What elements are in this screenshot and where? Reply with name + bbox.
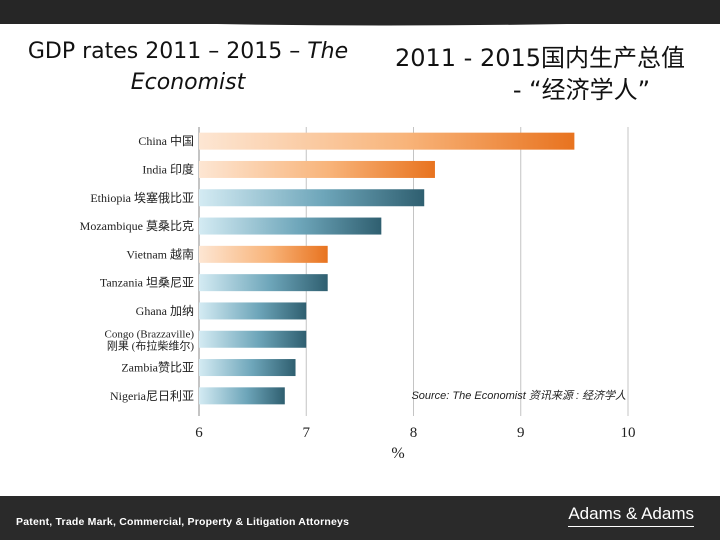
bar bbox=[199, 132, 575, 150]
category-label: Congo (Brazzaville) bbox=[105, 328, 195, 340]
bar bbox=[199, 160, 435, 178]
category-label: Mozambique 莫桑比克 bbox=[80, 219, 194, 233]
gdp-bar-chart: China 中国 India 印度 Ethiopia 埃塞俄比亚 Mozambique… bbox=[80, 127, 636, 462]
category-label: Ghana 加纳 bbox=[136, 304, 194, 318]
bar bbox=[199, 330, 307, 348]
x-tick-label: 10 bbox=[621, 425, 636, 441]
bar bbox=[199, 274, 328, 292]
title-chinese: 2011 - 2015国内生产总值 - “经济学人” bbox=[394, 44, 686, 104]
x-axis-label: % bbox=[391, 445, 404, 462]
bar bbox=[199, 217, 382, 235]
category-label: Nigeria尼日利亚 bbox=[110, 389, 194, 403]
bar bbox=[199, 359, 296, 377]
category-label: India 印度 bbox=[142, 161, 194, 176]
category-label: China 中国 bbox=[138, 133, 194, 148]
footer-tagline: Patent, Trade Mark, Commercial, Property… bbox=[16, 516, 350, 528]
footer-bar: Patent, Trade Mark, Commercial, Property… bbox=[0, 496, 720, 540]
x-tick-label: 6 bbox=[195, 425, 203, 441]
category-label: Vietnam 越南 bbox=[126, 246, 194, 261]
category-label: 刚果 (布拉柴维尔) bbox=[107, 338, 194, 352]
x-tick-label: 9 bbox=[517, 425, 525, 441]
x-tick-label: 7 bbox=[303, 425, 311, 441]
category-label: Ethiopia 埃塞俄比亚 bbox=[90, 190, 194, 205]
source-note: Source: The Economist 资讯来源 : 经济学人 bbox=[411, 389, 626, 402]
title-english: GDP rates 2011 – 2015 – The Economist bbox=[27, 39, 349, 95]
bar bbox=[199, 387, 285, 405]
bar bbox=[199, 245, 328, 263]
bar bbox=[199, 189, 425, 207]
bar bbox=[199, 302, 307, 320]
x-tick-label: 8 bbox=[410, 425, 418, 441]
top-banner-wave bbox=[0, 14, 720, 26]
company-logo: Adams & Adams bbox=[568, 504, 694, 527]
category-label: Zambia赞比亚 bbox=[121, 361, 194, 375]
category-label: Tanzania 坦桑尼亚 bbox=[100, 276, 194, 290]
